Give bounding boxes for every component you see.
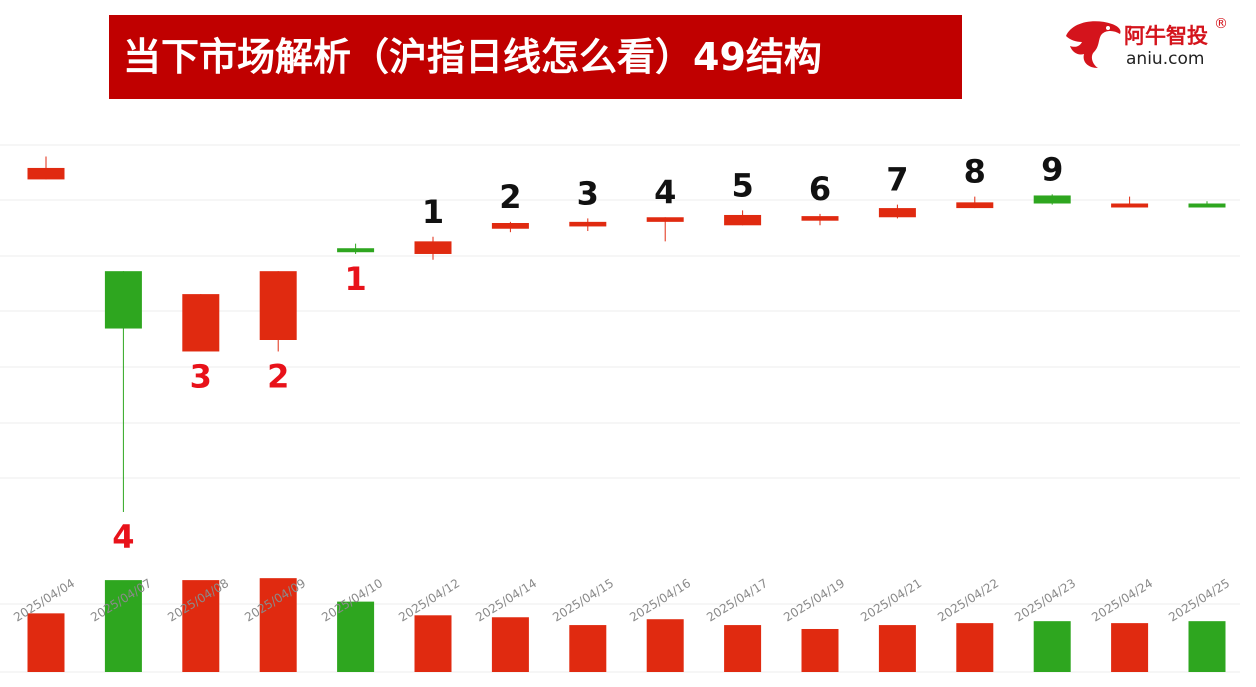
x-tick-label: 2025/04/19: [781, 576, 847, 625]
candle-body: [337, 248, 375, 253]
count-label: 8: [964, 153, 986, 191]
candle-body: [1188, 203, 1226, 208]
candle-body: [182, 294, 220, 352]
x-tick-label: 2025/04/15: [550, 576, 616, 625]
count-label: 9: [1041, 150, 1063, 188]
candle-body: [724, 214, 762, 226]
count-label: 1: [422, 193, 444, 231]
x-tick-label: 2025/04/25: [1166, 576, 1232, 625]
count-label: 4: [654, 173, 676, 211]
candle-body: [1111, 203, 1149, 208]
x-tick-label: 2025/04/16: [627, 576, 693, 625]
candles: [27, 156, 1226, 513]
logo-chinese-text: 阿牛智投: [1124, 24, 1208, 48]
logo-domain-text: aniu.com: [1126, 49, 1205, 69]
volume-bar: [801, 628, 839, 672]
x-tick-label: 2025/04/21: [858, 576, 924, 625]
count-label: 3: [577, 174, 599, 212]
volume-bar: [724, 625, 762, 672]
candle-body: [1033, 195, 1071, 204]
candle-body: [646, 217, 684, 222]
x-tick-label: 2025/04/17: [704, 576, 770, 625]
candle-body: [259, 271, 297, 340]
registered-mark: ®: [1214, 16, 1228, 32]
brand-logo: 阿牛智投 ® aniu.com: [1062, 16, 1242, 76]
volume-bar: [1033, 621, 1071, 672]
candle-body: [27, 167, 65, 180]
volume-bar: [646, 619, 684, 672]
candle-body: [878, 208, 916, 218]
volume-bar: [491, 617, 529, 672]
count-label: 5: [731, 166, 753, 204]
volume-bar: [337, 601, 375, 672]
count-label: 3: [190, 357, 212, 395]
volume-bar: [878, 625, 916, 672]
volume-bar: [1111, 623, 1149, 672]
candle-body: [956, 202, 994, 209]
count-labels: 4 3 2 1 1 2 3 4 5 6 7 8 9: [112, 150, 1063, 556]
x-tick-label: 2025/04/22: [935, 576, 1001, 625]
volume-bar: [569, 625, 607, 672]
volume-bars: [27, 578, 1226, 672]
volume-bar: [104, 580, 142, 672]
volume-bar: [27, 613, 65, 672]
volume-bar: [259, 578, 297, 672]
count-label: 2: [267, 357, 289, 395]
volume-bar: [1188, 621, 1226, 672]
candle-body: [104, 271, 142, 329]
volume-bar: [414, 615, 452, 672]
candle-body: [801, 216, 839, 221]
x-tick-label: 2025/04/23: [1012, 576, 1078, 625]
x-tick-label: 2025/04/24: [1089, 576, 1155, 625]
bull-logo-icon: [1066, 21, 1121, 68]
candle-body: [491, 223, 529, 229]
count-label: 2: [499, 178, 521, 216]
count-label: 1: [344, 260, 366, 298]
candle-body: [569, 221, 607, 227]
count-label: 7: [886, 161, 908, 199]
count-label: 4: [112, 518, 134, 556]
candle-body: [414, 241, 452, 254]
volume-bar: [182, 580, 220, 672]
count-label: 6: [809, 170, 831, 208]
volume-bar: [956, 623, 994, 672]
page-title: 当下市场解析（沪指日线怎么看）49结构: [123, 35, 822, 79]
title-banner: 当下市场解析（沪指日线怎么看）49结构: [109, 15, 962, 99]
